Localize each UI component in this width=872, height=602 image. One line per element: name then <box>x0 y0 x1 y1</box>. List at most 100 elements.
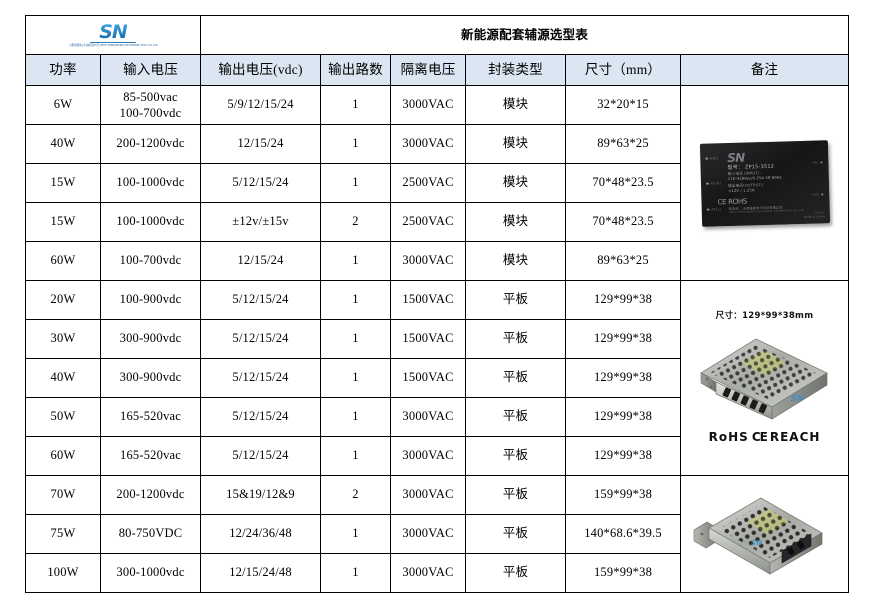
column-header-power: 功率 <box>25 54 101 86</box>
module-product-image: GND AC(N) AC(L) -Vo +Vo SN 型号： ZP15-3512… <box>699 139 830 227</box>
cell-output-voltage: 5/12/15/24 <box>200 319 322 359</box>
cell-isolation: 2500VAC <box>390 202 467 242</box>
cell-size: 89*63*25 <box>565 241 682 281</box>
cell-isolation: 1500VAC <box>390 280 467 320</box>
cell-input-voltage: 100-700vdc <box>99 241 202 281</box>
cell-power: 30W <box>25 319 101 359</box>
module-company-label: 制造商： <box>728 206 742 211</box>
cell-size: 129*99*38 <box>565 319 682 359</box>
cell-input-voltage: 85-500vac 100-700vdc <box>99 85 202 125</box>
module-pin-acn: AC(N) <box>705 181 721 186</box>
column-header-size: 尺寸（mm） <box>565 54 682 86</box>
cell-isolation: 3000VAC <box>390 124 467 164</box>
logo-divider <box>90 42 136 44</box>
cell-input-voltage: 165-520vac <box>99 397 202 437</box>
cell-output-count: 1 <box>320 397 392 437</box>
cell-power: 15W <box>25 163 101 203</box>
cell-size: 140*68.6*39.5 <box>565 514 682 554</box>
ce-mark: CE <box>751 429 768 444</box>
cell-package: 平板 <box>465 280 567 320</box>
cell-power: 75W <box>25 514 101 554</box>
module-photo: GND AC(N) AC(L) -Vo +Vo SN 型号： ZP15-3512… <box>681 86 848 280</box>
cell-input-voltage: 300-900vdc <box>99 319 202 359</box>
cell-package: 平板 <box>465 553 567 593</box>
cell-package: 平板 <box>465 397 567 437</box>
cell-isolation: 3000VAC <box>390 475 467 515</box>
cell-power: 70W <box>25 475 101 515</box>
cell-output-count: 1 <box>320 514 392 554</box>
table-row: 30W 300-900vdc 5/12/15/24 1 1500VAC 平板 1… <box>25 319 849 359</box>
cell-output-voltage: 5/9/12/15/24 <box>200 85 322 125</box>
cell-power: 60W <box>25 241 101 281</box>
cell-size: 129*99*38 <box>565 436 682 476</box>
cell-size: 70*48*23.5 <box>565 163 682 203</box>
module-pin-plus-vo: +Vo <box>811 192 823 197</box>
cell-output-voltage: 15&19/12&9 <box>200 475 322 515</box>
cell-power: 100W <box>25 553 101 593</box>
cell-output-count: 2 <box>320 475 392 515</box>
table-row: 60W 165-520vac 5/12/15/24 1 3000VAC 平板 1… <box>25 436 849 476</box>
cell-power: 50W <box>25 397 101 437</box>
cell-power: 20W <box>25 280 101 320</box>
cell-size: 129*99*38 <box>565 358 682 398</box>
cell-output-voltage: 5/12/15/24 <box>200 163 322 203</box>
column-header-remarks: 备注 <box>680 54 850 86</box>
remark-slim-psu-photo-cell: SN <box>680 475 850 593</box>
cell-isolation: 1500VAC <box>390 319 467 359</box>
reach-mark: REACH <box>769 429 821 444</box>
table-row: 6W 85-500vac 100-700vdc 5/9/12/15/24 1 3… <box>25 85 850 281</box>
cell-output-voltage: 5/12/15/24 <box>200 280 322 320</box>
remark-module-photo-cell: GND AC(N) AC(L) -Vo +Vo SN 型号： ZP15-3512… <box>680 85 850 281</box>
table-row: 15W 100-1000vdc ±12v/±15v 2 2500VAC 模块 7… <box>25 202 849 242</box>
cell-output-count: 1 <box>320 124 392 164</box>
cell-isolation: 3000VAC <box>390 553 467 593</box>
table-row: 40W 300-900vdc 5/12/15/24 1 1500VAC 平板 1… <box>25 358 849 398</box>
cell-package: 平板 <box>465 358 567 398</box>
module-pin-acl: AC(L) <box>706 207 721 212</box>
brand-mark: SN <box>99 20 128 43</box>
company-logo-cell: SN 合肥盛能电子科技有限公司 HEFEI SHENGNENG ELECTRON… <box>24 15 202 55</box>
slim-psu-product-image: SN <box>693 497 823 575</box>
cell-size: 89*63*25 <box>565 124 682 164</box>
cell-output-voltage: 12/15/24/48 <box>200 553 322 593</box>
cell-size: 159*99*38 <box>565 553 682 593</box>
cell-package: 平板 <box>465 514 567 554</box>
table-row: 15W 100-1000vdc 5/12/15/24 1 2500VAC 模块 … <box>25 163 849 203</box>
cell-power: 60W <box>25 436 101 476</box>
cell-input-voltage: 165-520vac <box>99 436 202 476</box>
cell-package: 模块 <box>465 85 567 125</box>
cell-input-voltage: 80-750VDC <box>99 514 202 554</box>
column-header-isolation-voltage: 隔离电压 <box>390 54 467 86</box>
cell-package: 模块 <box>465 241 567 281</box>
brand-subtext: 合肥盛能电子科技有限公司 HEFEI SHENGNENG ELECTRONIC … <box>68 44 158 48</box>
cell-power: 15W <box>25 202 101 242</box>
page-title: 新能源配套辅源选型表 <box>200 15 850 55</box>
cell-output-count: 1 <box>320 280 392 320</box>
cell-input-voltage: 100-1000vdc <box>99 163 202 203</box>
title-row: SN 合肥盛能电子科技有限公司 HEFEI SHENGNENG ELECTRON… <box>24 15 850 55</box>
cell-output-count: 1 <box>320 319 392 359</box>
table-header-row: 功率 输入电压 输出电压(vdc) 输出路数 隔离电压 封装类型 尺寸（mm） … <box>25 54 850 86</box>
cell-package: 模块 <box>465 163 567 203</box>
cell-package: 平板 <box>465 436 567 476</box>
cell-output-voltage: 5/12/15/24 <box>200 436 322 476</box>
table-row: 70W 200-1200vdc 15&19/12&9 2 3000VAC 平板 … <box>25 475 850 593</box>
cell-input-voltage: 200-1200vdc <box>99 124 202 164</box>
remark-flat-psu-photo-cell: 尺寸：129*99*38mm <box>680 280 850 476</box>
cell-output-count: 1 <box>320 553 392 593</box>
cell-input-voltage: 100-1000vdc <box>99 202 202 242</box>
cell-output-count: 1 <box>320 241 392 281</box>
module-footer: 制造商： 合肥盛能电子科技有限公司 HEFEI SHENGNENG ELECTR… <box>728 204 824 220</box>
cell-output-count: 2 <box>320 202 392 242</box>
cell-isolation: 3000VAC <box>390 436 467 476</box>
flat-psu-photo: 尺寸：129*99*38mm <box>681 281 848 475</box>
flat-psu-brand-mark: SN <box>791 394 804 403</box>
cell-input-voltage: 300-1000vdc <box>99 553 202 593</box>
table-row: 40W 200-1200vdc 12/15/24 1 3000VAC 模块 89… <box>25 124 849 164</box>
cell-isolation: 3000VAC <box>390 241 467 281</box>
cell-input-voltage: 100-900vdc <box>99 280 202 320</box>
cell-output-count: 1 <box>320 85 392 125</box>
cell-power: 40W <box>25 358 101 398</box>
slim-psu-brand-mark: SN <box>751 539 762 547</box>
cell-output-voltage: 12/15/24 <box>200 241 322 281</box>
